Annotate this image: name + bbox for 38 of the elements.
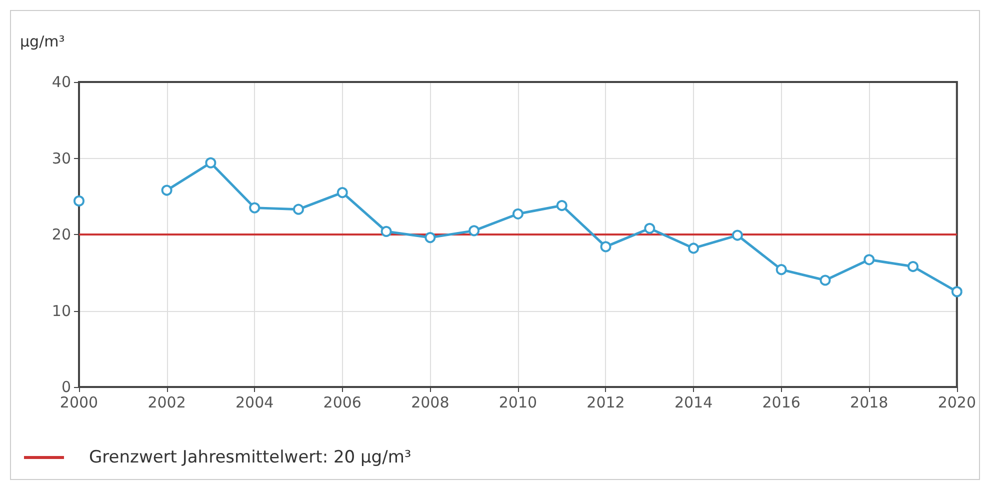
point [161,184,172,196]
point [556,200,568,212]
point [644,222,656,234]
point [512,208,524,220]
point [688,242,700,254]
x-tick-label: 2012 [586,394,625,412]
point [205,157,216,168]
x-tick-label: 2016 [762,394,800,412]
legend-label: Grenzwert Jahresmittelwert: 20 µg/m³ [89,448,412,468]
point [380,226,392,237]
y-tick-label: 0 [61,378,71,396]
point [249,202,260,214]
x-tick-label: 2008 [411,394,450,412]
point [336,187,348,198]
x-tick-label: 2010 [498,394,538,412]
x-tick-label: 2000 [60,394,98,412]
y-tick-label: 40 [52,73,71,91]
point [820,274,831,286]
point [908,261,919,272]
point [864,254,875,266]
point [951,286,962,298]
x-tick-label: 2014 [674,394,713,412]
point [74,195,84,206]
y-tick-label: 30 [52,149,71,168]
point [424,232,436,244]
point [732,230,743,241]
x-tick-label: 2018 [850,394,888,412]
x-tick-label: 2020 [938,394,976,412]
y-tick-label: 20 [52,226,71,244]
point [468,225,480,236]
x-tick-label: 2004 [235,394,274,412]
point [600,241,612,252]
y-tick-label: 10 [52,302,71,320]
x-tick-label: 2006 [323,394,362,412]
y-axis-title: µg/m³ [20,32,65,50]
point [776,264,787,276]
point [292,204,304,215]
x-tick-label: 2002 [148,394,186,412]
